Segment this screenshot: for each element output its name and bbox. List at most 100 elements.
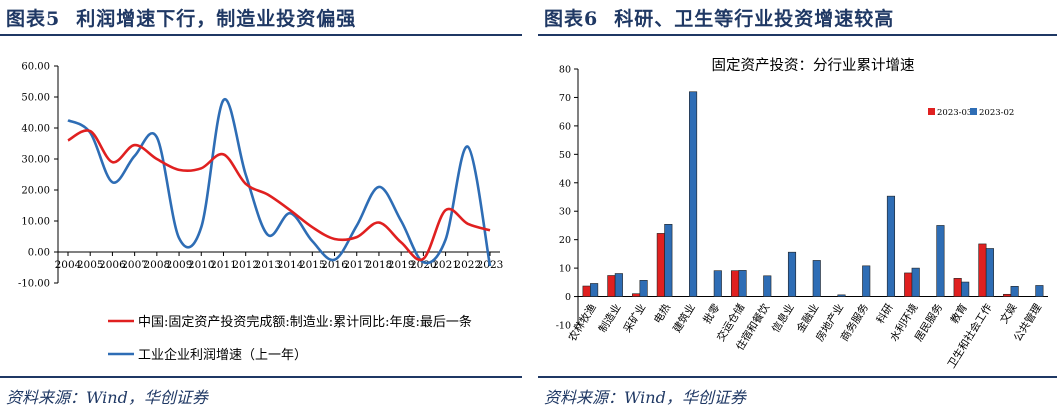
series-line-industrial-profit [67, 98, 492, 267]
x-tick-label: 2008 [143, 259, 170, 271]
bar-2023-03 [632, 293, 641, 297]
y-tick-label: 10 [559, 264, 571, 275]
legend-label-0: 2023-03 [937, 108, 972, 118]
bar-2023-02 [886, 195, 896, 297]
x-tick-label: 2010 [188, 259, 215, 271]
left-figure-heading: 图表5 利润增速下行，制造业投资偏强 [6, 4, 356, 31]
bar-2023-02 [961, 281, 970, 297]
y-tick-label: 20 [559, 235, 571, 246]
category-label: 科研 [874, 301, 896, 326]
y-tick-label: 50 [559, 150, 571, 161]
bar-2023-02 [639, 280, 648, 297]
bar-2023-03 [656, 233, 665, 297]
bar-2023-02 [664, 224, 673, 297]
left-figure-title: 利润增速下行，制造业投资偏强 [76, 8, 357, 30]
x-tick-label: 2017 [343, 259, 370, 271]
bar-2023-03 [582, 285, 591, 297]
x-tick-label: 2022 [454, 259, 481, 271]
y-tick-label: 60.00 [21, 62, 50, 73]
category-label: 金融业 [794, 301, 822, 335]
x-tick-label: 2016 [321, 259, 348, 271]
x-tick-label: 2012 [232, 259, 259, 271]
legend-label-0: 中国:固定资产投资完成额:制造业:累计同比:年度:最后一条 [138, 314, 472, 330]
bar-2023-02 [911, 267, 920, 297]
left-figure-panel: 图表5 利润增速下行，制造业投资偏强 60.00 50.00 40.00 30.00 20… [0, 0, 522, 418]
y-tick-label: 0 [565, 292, 571, 303]
bar-2023-02 [590, 283, 599, 297]
bar-2023-02 [862, 265, 871, 297]
legend-swatch-1 [970, 108, 977, 115]
bar-2023-02 [936, 225, 945, 297]
x-tick-label: 2018 [366, 259, 393, 271]
y-tick-label: 60 [559, 121, 571, 132]
category-label: 制造业 [596, 301, 624, 335]
category-label: 教育 [948, 301, 970, 326]
left-top-rule [0, 34, 522, 36]
x-tick-label: 2005 [77, 259, 104, 271]
profit-investment-line-chart: 60.00 50.00 40.00 30.00 20.00 10.00 0.00 -10.00… [18, 62, 503, 364]
bar-2023-02 [614, 273, 623, 297]
y-tick-label: 80 [559, 65, 571, 76]
category-label: 信息业 [769, 301, 797, 335]
x-tick-label: 2013 [255, 259, 282, 271]
x-tick-label: 2019 [388, 259, 415, 271]
y-tick-label: 20.00 [21, 186, 50, 197]
legend-swatch-0 [928, 108, 935, 115]
y-tick-label: 10.00 [21, 217, 50, 228]
x-tick-label: 2004 [55, 259, 82, 271]
y-tick-label: 40 [559, 178, 571, 189]
bar-2023-02 [763, 275, 772, 297]
y-tick-label: -10.00 [18, 279, 50, 290]
right-top-rule [538, 34, 1057, 36]
left-bottom-rule [0, 376, 522, 378]
right-source-note: 资料来源：Wind，华创证券 [544, 388, 746, 407]
bar-2023-03 [904, 272, 913, 297]
y-tick-label: 30.00 [21, 155, 50, 166]
series-line-manufacturing-investment [67, 129, 491, 262]
x-tick-label: 2015 [299, 259, 326, 271]
right-figure-heading: 图表6 科研、卫生等行业投资增速较高 [544, 4, 894, 31]
category-label: 批零 [700, 301, 722, 326]
bar-2023-03 [1003, 293, 1012, 297]
y-tick-label: -10 [556, 321, 571, 332]
bar-2023-02 [689, 91, 698, 297]
bar-2023-02 [837, 294, 846, 297]
right-bottom-rule [538, 376, 1057, 378]
bar-2023-03 [730, 270, 740, 297]
y-tick-label: 50.00 [21, 93, 50, 104]
right-figure-label: 图表6 [544, 8, 599, 30]
bar-2023-03 [978, 243, 987, 297]
bar-2023-02 [812, 260, 821, 297]
legend-label-1: 2023-02 [979, 108, 1014, 118]
bar-2023-03 [953, 278, 962, 297]
bar-2023-02 [1010, 286, 1019, 297]
category-label: 卫生和社会工作 [945, 301, 995, 371]
x-tick-label: 2021 [432, 259, 459, 271]
category-label: 建筑业 [670, 301, 698, 335]
bar-2023-03 [607, 275, 616, 297]
x-tick-label: 2006 [99, 259, 126, 271]
right-figure-title: 科研、卫生等行业投资增速较高 [614, 8, 895, 30]
left-source-note: 资料来源：Wind，华创证券 [6, 388, 208, 407]
x-tick-label: 2007 [121, 259, 148, 271]
category-label: 文娱 [997, 301, 1019, 326]
category-label: 采矿业 [621, 301, 649, 335]
industry-investment-bar-chart: 固定资产投资：分行业累计增速80706050403020100-10农林牧渔制造… [556, 57, 1048, 371]
y-tick-label: 70 [559, 93, 571, 104]
legend-label-1: 工业企业利润增速（上一年） [138, 347, 307, 363]
bar-2023-02 [738, 270, 747, 297]
y-tick-label: 40.00 [21, 124, 50, 135]
bar-2023-02 [713, 270, 722, 297]
bar-2023-02 [1035, 285, 1044, 297]
bar-2023-02 [985, 248, 994, 297]
right-figure-panel: 图表6 科研、卫生等行业投资增速较高 固定资产投资：分行业累计增速 80 70 60 50… [538, 0, 1057, 418]
bar-chart-title: 固定资产投资：分行业累计增速 [712, 57, 915, 74]
y-tick-label: 30 [559, 207, 571, 218]
x-tick-label: 2009 [166, 259, 193, 271]
x-tick-label: 2014 [277, 259, 304, 271]
y-tick-label: 0.00 [28, 248, 50, 259]
x-tick-label: 2011 [210, 259, 237, 271]
category-label: 电热 [651, 301, 673, 326]
left-figure-label: 图表5 [6, 8, 61, 30]
bar-2023-02 [787, 251, 797, 297]
